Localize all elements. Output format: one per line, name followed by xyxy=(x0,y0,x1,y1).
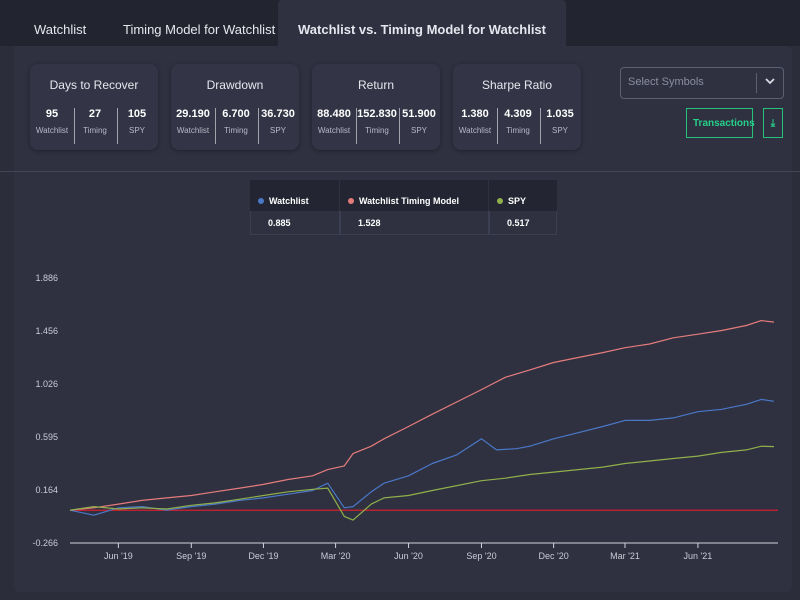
metric-label: Watchlist xyxy=(35,126,69,135)
metric-value: 95 xyxy=(45,108,59,120)
transactions-button[interactable]: Transactions xyxy=(686,108,755,138)
metric-label: SPY xyxy=(410,126,427,135)
metric-spy: 36.730 SPY xyxy=(257,108,299,135)
metric-divider xyxy=(540,108,541,144)
legend-header-spy: SPY Return xyxy=(489,180,557,224)
tab-watchlist[interactable]: Watchlist xyxy=(34,22,87,37)
metric-label: Timing xyxy=(365,126,389,135)
metric-value: 27 xyxy=(88,108,102,120)
select-divider xyxy=(756,73,757,93)
metric-divider xyxy=(117,108,118,144)
card-drawdown: Drawdown 29.190 Watchlist 6.700 Timing 36.… xyxy=(171,64,299,150)
metric-label: SPY xyxy=(128,126,145,135)
metric-watchlist: 88.480 Watchlist xyxy=(313,108,355,135)
metric-timing: 4.309 Timing xyxy=(497,108,539,135)
legend-value-spy: 0.517 xyxy=(489,211,557,235)
legend-value-timing: 1.528 xyxy=(340,211,489,235)
section-divider xyxy=(0,171,800,172)
chevron-down-icon[interactable] xyxy=(764,74,776,91)
metric-label: Timing xyxy=(224,126,248,135)
metric-watchlist: 1.380 Watchlist xyxy=(454,108,496,135)
metric-timing: 6.700 Timing xyxy=(215,108,257,135)
metric-timing: 152.830 Timing xyxy=(356,108,398,135)
tab-bar: Watchlist Timing Model for Watchlist Wat… xyxy=(0,0,800,46)
legend-header-watchlist: Watchlist Return xyxy=(250,180,339,224)
symbol-select[interactable]: Select Symbols xyxy=(620,67,784,99)
legend-dot-watchlist xyxy=(258,198,264,204)
tab-watchlist-vs-timing[interactable]: Watchlist vs. Timing Model for Watchlist xyxy=(278,0,566,46)
metric-label: SPY xyxy=(551,126,568,135)
card-return: Return 88.480 Watchlist 152.830 Timing 51.… xyxy=(312,64,440,150)
metric-divider xyxy=(74,108,75,144)
card-sharpe-ratio: Sharpe Ratio 1.380 Watchlist 4.309 Timing … xyxy=(453,64,581,150)
card-title: Sharpe Ratio xyxy=(481,78,553,92)
metric-label: SPY xyxy=(269,126,286,135)
metric-timing: 27 Timing xyxy=(74,108,116,135)
metric-value: 29.190 xyxy=(176,108,210,120)
metric-spy: 51.900 SPY xyxy=(398,108,440,135)
metric-label: Timing xyxy=(83,126,107,135)
card-title: Drawdown xyxy=(206,78,264,92)
metric-divider xyxy=(215,108,216,144)
metric-watchlist: 95 Watchlist xyxy=(31,108,73,135)
download-icon: ⤓ xyxy=(770,117,776,129)
select-placeholder: Select Symbols xyxy=(628,76,704,88)
legend-header-timing: Watchlist Timing Model Return xyxy=(340,180,488,224)
metric-value: 1.035 xyxy=(546,108,574,120)
metric-label: Watchlist xyxy=(317,126,351,135)
metric-value: 1.380 xyxy=(461,108,489,120)
metric-value: 51.900 xyxy=(402,108,436,120)
card-days-to-recover: Days to Recover 95 Watchlist 27 Timing 105… xyxy=(30,64,158,150)
tab-timing-model[interactable]: Timing Model for Watchlist xyxy=(123,22,276,37)
metric-divider xyxy=(258,108,259,144)
download-button[interactable]: ⤓ xyxy=(763,108,783,138)
metric-value: 105 xyxy=(127,108,147,120)
card-title: Return xyxy=(357,78,395,92)
metric-watchlist: 29.190 Watchlist xyxy=(172,108,214,135)
metric-label: Watchlist xyxy=(176,126,210,135)
card-title: Days to Recover xyxy=(49,78,139,92)
metric-value: 36.730 xyxy=(261,108,295,120)
metric-value: 6.700 xyxy=(222,108,250,120)
metric-spy: 105 SPY xyxy=(116,108,158,135)
legend-table: Watchlist Return Watchlist Timing Model … xyxy=(250,180,557,235)
metric-value: 152.830 xyxy=(357,108,397,120)
metric-value: 88.480 xyxy=(317,108,351,120)
metric-label: Timing xyxy=(506,126,530,135)
legend-value-watchlist: 0.885 xyxy=(250,211,340,235)
metric-spy: 1.035 SPY xyxy=(539,108,581,135)
legend-dot-timing xyxy=(348,198,354,204)
metric-value: 4.309 xyxy=(504,108,532,120)
metric-divider xyxy=(356,108,357,144)
metric-label: Watchlist xyxy=(458,126,492,135)
legend-dot-spy xyxy=(497,198,503,204)
metric-divider xyxy=(497,108,498,144)
metric-divider xyxy=(399,108,400,144)
